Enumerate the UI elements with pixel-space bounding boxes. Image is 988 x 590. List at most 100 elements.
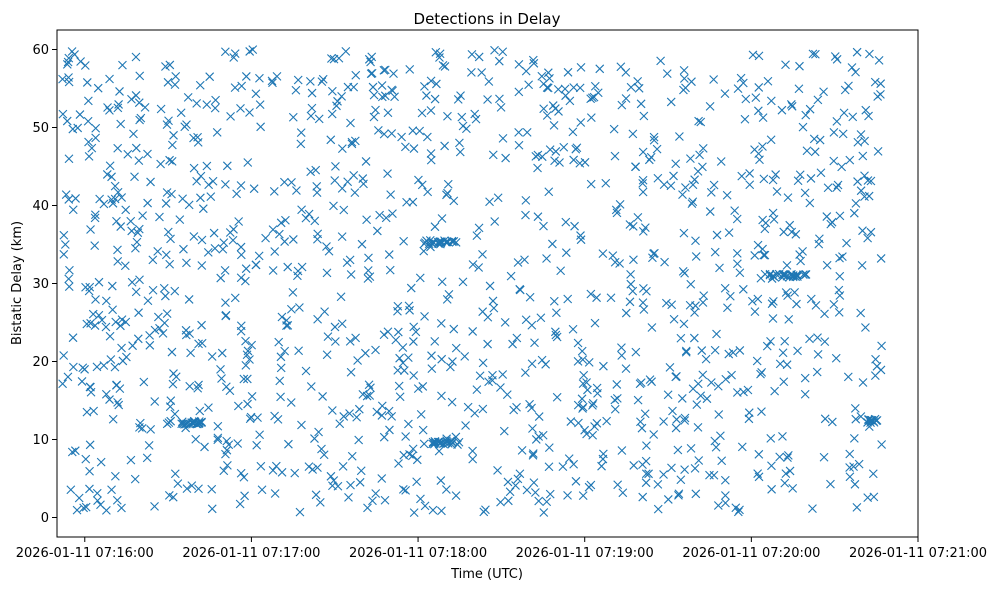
detection-point bbox=[142, 453, 152, 463]
detection-point bbox=[441, 485, 451, 494]
detection-point bbox=[617, 446, 627, 455]
detection-point bbox=[835, 291, 845, 300]
detection-point bbox=[661, 298, 671, 308]
detection-point bbox=[853, 177, 862, 186]
detection-point bbox=[418, 382, 428, 391]
detection-point bbox=[617, 100, 627, 110]
detection-point bbox=[456, 91, 465, 100]
detection-point bbox=[287, 178, 296, 187]
detection-point bbox=[542, 254, 551, 263]
detection-point bbox=[182, 258, 191, 268]
detection-point bbox=[769, 215, 779, 224]
detection-point bbox=[732, 248, 742, 258]
detection-point bbox=[436, 476, 446, 485]
detection-point bbox=[571, 476, 581, 486]
detection-point bbox=[131, 52, 141, 62]
detection-point bbox=[436, 319, 446, 328]
detection-point bbox=[499, 426, 509, 436]
detection-point bbox=[449, 236, 459, 246]
detection-point bbox=[145, 340, 155, 350]
detection-point bbox=[710, 345, 720, 355]
detection-point bbox=[324, 246, 334, 256]
detection-point bbox=[81, 282, 90, 292]
detection-point bbox=[246, 412, 256, 422]
detection-point bbox=[101, 389, 111, 399]
detection-point bbox=[185, 381, 195, 391]
detection-point bbox=[409, 508, 419, 518]
detection-point bbox=[778, 431, 787, 441]
detection-point bbox=[415, 126, 425, 136]
detection-point bbox=[660, 257, 669, 267]
detection-point bbox=[785, 220, 795, 230]
detection-point bbox=[843, 372, 853, 382]
detection-point bbox=[213, 421, 223, 431]
detection-point bbox=[187, 481, 197, 491]
detection-point bbox=[223, 461, 232, 470]
detection-point bbox=[251, 89, 261, 99]
detection-point bbox=[578, 402, 588, 412]
detection-point bbox=[642, 286, 651, 296]
detection-point bbox=[460, 352, 470, 361]
detection-point bbox=[724, 228, 734, 237]
detection-point bbox=[182, 484, 192, 494]
detection-point bbox=[871, 354, 880, 364]
detection-point bbox=[451, 432, 461, 442]
detection-point bbox=[633, 395, 643, 405]
detection-point bbox=[218, 244, 228, 254]
detection-point bbox=[105, 161, 115, 171]
detection-point bbox=[186, 348, 195, 358]
detection-point bbox=[780, 478, 790, 488]
detection-point bbox=[347, 139, 357, 149]
detection-point bbox=[350, 188, 360, 198]
detection-point bbox=[590, 81, 600, 91]
detection-point bbox=[577, 346, 587, 356]
detection-point bbox=[728, 348, 738, 357]
detection-point bbox=[513, 474, 523, 484]
detection-point bbox=[593, 88, 603, 98]
detection-point bbox=[280, 237, 290, 246]
detection-point bbox=[63, 57, 73, 67]
detection-point bbox=[863, 176, 873, 185]
detection-point bbox=[709, 75, 719, 84]
detection-point bbox=[629, 255, 638, 265]
detection-point bbox=[530, 488, 540, 497]
detection-point bbox=[110, 181, 120, 191]
detection-point bbox=[92, 488, 102, 498]
detection-point bbox=[301, 213, 311, 223]
detection-point bbox=[440, 141, 449, 151]
detection-point bbox=[705, 101, 715, 111]
detection-point bbox=[85, 484, 94, 494]
detection-point bbox=[675, 132, 684, 141]
detection-point bbox=[866, 176, 876, 186]
y-tick-label: 40 bbox=[32, 199, 49, 214]
detection-point bbox=[639, 111, 649, 121]
detection-point bbox=[409, 337, 418, 346]
detection-point bbox=[778, 348, 788, 358]
detection-point bbox=[869, 492, 879, 502]
detection-point bbox=[860, 192, 869, 202]
detection-point bbox=[377, 92, 387, 102]
detection-point bbox=[864, 111, 873, 121]
detection-point bbox=[217, 348, 227, 358]
detection-point bbox=[426, 242, 435, 252]
detection-point bbox=[369, 112, 379, 122]
detection-point bbox=[533, 212, 543, 222]
detection-point bbox=[750, 307, 760, 316]
detection-point bbox=[419, 246, 429, 256]
detection-point bbox=[436, 238, 446, 248]
detection-point bbox=[653, 479, 663, 489]
detection-point bbox=[270, 411, 279, 421]
detection-point bbox=[647, 323, 657, 332]
detection-point bbox=[272, 71, 282, 81]
detection-point bbox=[94, 310, 104, 320]
detection-point bbox=[399, 366, 409, 375]
detection-point bbox=[503, 496, 513, 506]
detection-point bbox=[442, 294, 452, 304]
detection-point bbox=[317, 444, 326, 454]
detection-point bbox=[400, 142, 410, 152]
detection-point bbox=[371, 105, 380, 115]
detection-point bbox=[431, 79, 441, 89]
detection-point bbox=[160, 291, 170, 301]
detection-point bbox=[721, 498, 730, 508]
detection-point bbox=[561, 91, 570, 101]
